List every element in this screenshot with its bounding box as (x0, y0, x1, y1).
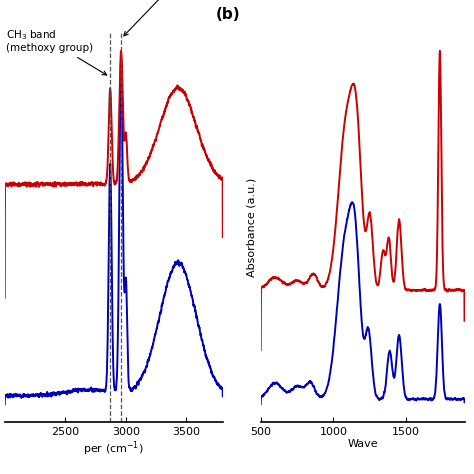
X-axis label: per (cm$^{-1}$): per (cm$^{-1}$) (83, 439, 144, 458)
Text: CH$_3$ band
(methoxy group): CH$_3$ band (methoxy group) (6, 28, 107, 75)
X-axis label: Wave: Wave (347, 439, 378, 449)
Text: C-H stretching: C-H stretching (124, 0, 219, 36)
Text: (b): (b) (216, 7, 240, 21)
Y-axis label: Absorbance (a.u.): Absorbance (a.u.) (246, 178, 256, 277)
